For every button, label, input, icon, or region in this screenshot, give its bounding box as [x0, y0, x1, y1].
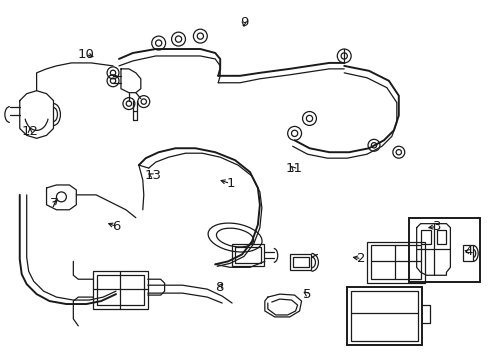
Text: 12: 12 [22, 125, 39, 138]
Text: 6: 6 [112, 220, 121, 233]
Text: 10: 10 [77, 48, 94, 61]
Bar [347, 287, 421, 345]
Bar [97, 275, 144, 305]
Text: 1: 1 [226, 177, 235, 190]
Bar [235, 247, 261, 264]
Bar [420, 230, 431, 243]
Text: 5: 5 [303, 288, 312, 301]
Text: 3: 3 [433, 220, 441, 233]
Bar [290, 255, 312, 270]
Text: 11: 11 [285, 162, 302, 175]
Text: 8: 8 [216, 281, 224, 294]
Text: 9: 9 [240, 15, 248, 28]
Bar [371, 246, 420, 279]
Text: 13: 13 [144, 169, 161, 182]
Text: 2: 2 [357, 252, 366, 265]
Bar [232, 244, 264, 266]
Bar [409, 218, 480, 282]
Bar [464, 246, 473, 261]
Text: 4: 4 [465, 245, 473, 258]
Bar [437, 230, 446, 243]
Bar [293, 257, 309, 267]
Text: 7: 7 [50, 197, 59, 210]
Bar [351, 291, 417, 341]
Bar [367, 242, 425, 283]
Bar [93, 271, 148, 309]
